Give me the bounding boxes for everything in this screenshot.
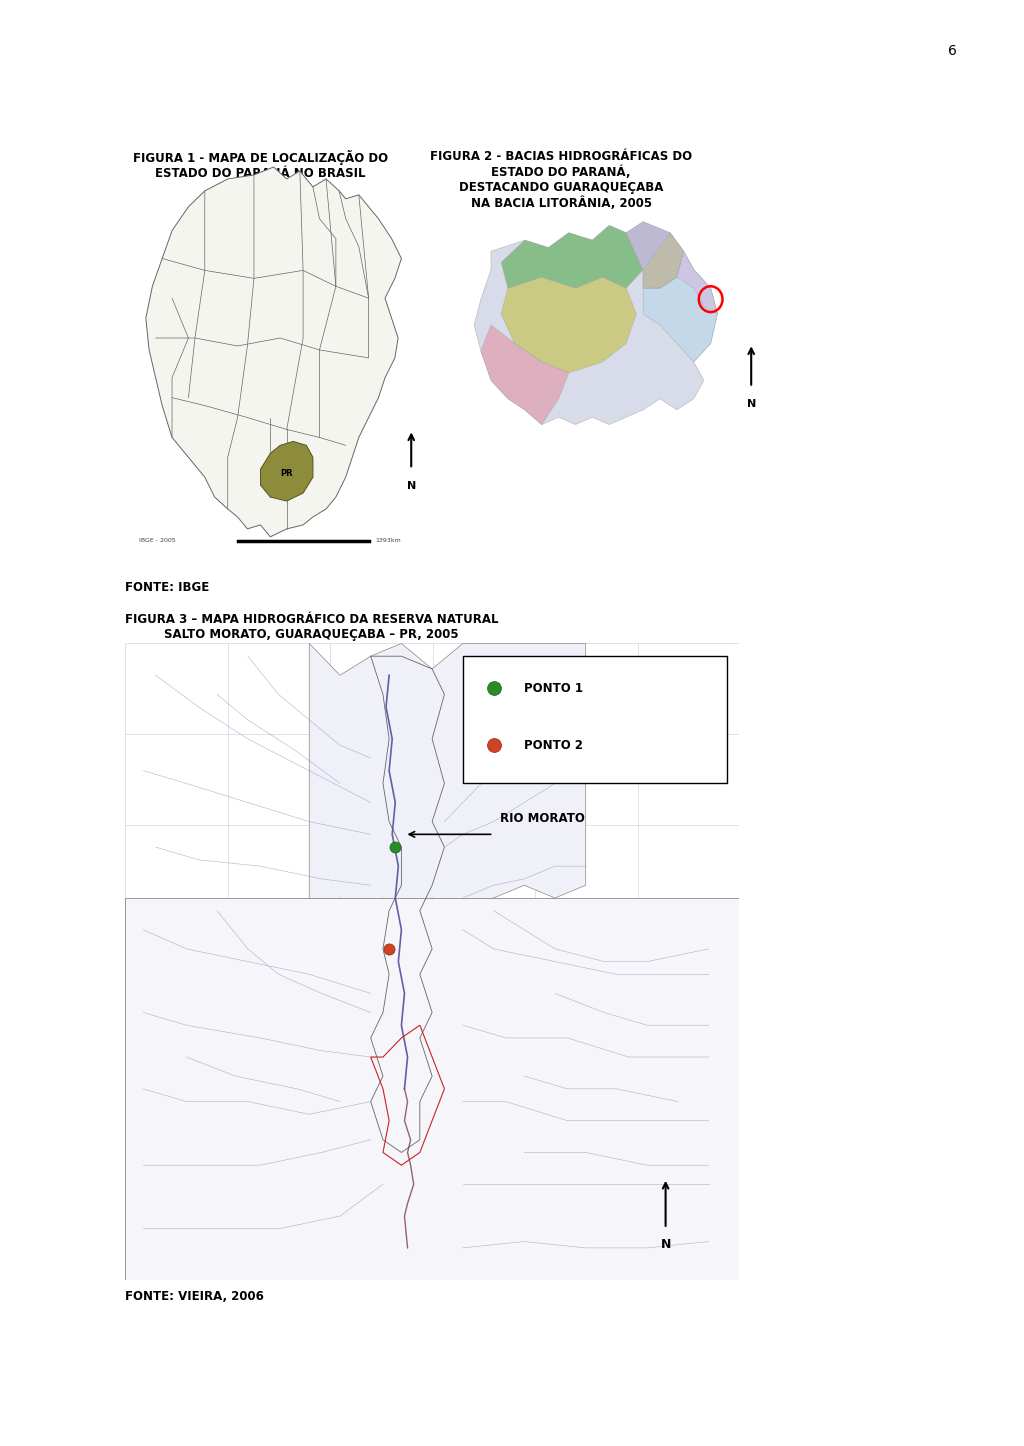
Text: PONTO 2: PONTO 2 [524,739,584,752]
Polygon shape [643,252,718,362]
Text: PR: PR [281,469,293,477]
Polygon shape [474,221,718,425]
Text: FONTE: IBGE: FONTE: IBGE [125,581,209,594]
Polygon shape [501,278,636,373]
Text: FIGURA 2 - BACIAS HIDROGRÁFICAS DO
ESTADO DO PARANÁ,
DESTACANDO GUARAQUEÇABA
NA : FIGURA 2 - BACIAS HIDROGRÁFICAS DO ESTAD… [430,150,692,210]
Polygon shape [481,325,568,425]
Text: N: N [746,399,756,409]
Polygon shape [260,441,313,500]
Text: FIGURA 1 - MAPA DE LOCALIZAÇÃO DO
ESTADO DO PARANÁ NO BRASIL
2005: FIGURA 1 - MAPA DE LOCALIZAÇÃO DO ESTADO… [133,150,388,195]
Text: FIGURA 3 – MAPA HIDROGRÁFICO DA RESERVA NATURAL
SALTO MORATO, GUARAQUEÇABA – PR,: FIGURA 3 – MAPA HIDROGRÁFICO DA RESERVA … [125,613,499,641]
Text: PONTO 1: PONTO 1 [524,681,584,694]
Text: RIO MORATO: RIO MORATO [500,811,585,824]
Polygon shape [677,252,718,314]
Polygon shape [626,221,684,288]
Polygon shape [145,166,401,536]
Polygon shape [643,233,684,288]
Text: FONTE: VIEIRA, 2006: FONTE: VIEIRA, 2006 [125,1290,264,1303]
Bar [125,898,739,1280]
Text: IBGE - 2005: IBGE - 2005 [139,538,176,542]
Text: 6: 6 [948,43,956,58]
Polygon shape [309,643,586,911]
Bar [463,656,727,784]
Text: N: N [407,482,416,492]
Text: N: N [660,1238,671,1251]
Text: 1393km: 1393km [375,538,401,542]
Polygon shape [501,226,643,288]
